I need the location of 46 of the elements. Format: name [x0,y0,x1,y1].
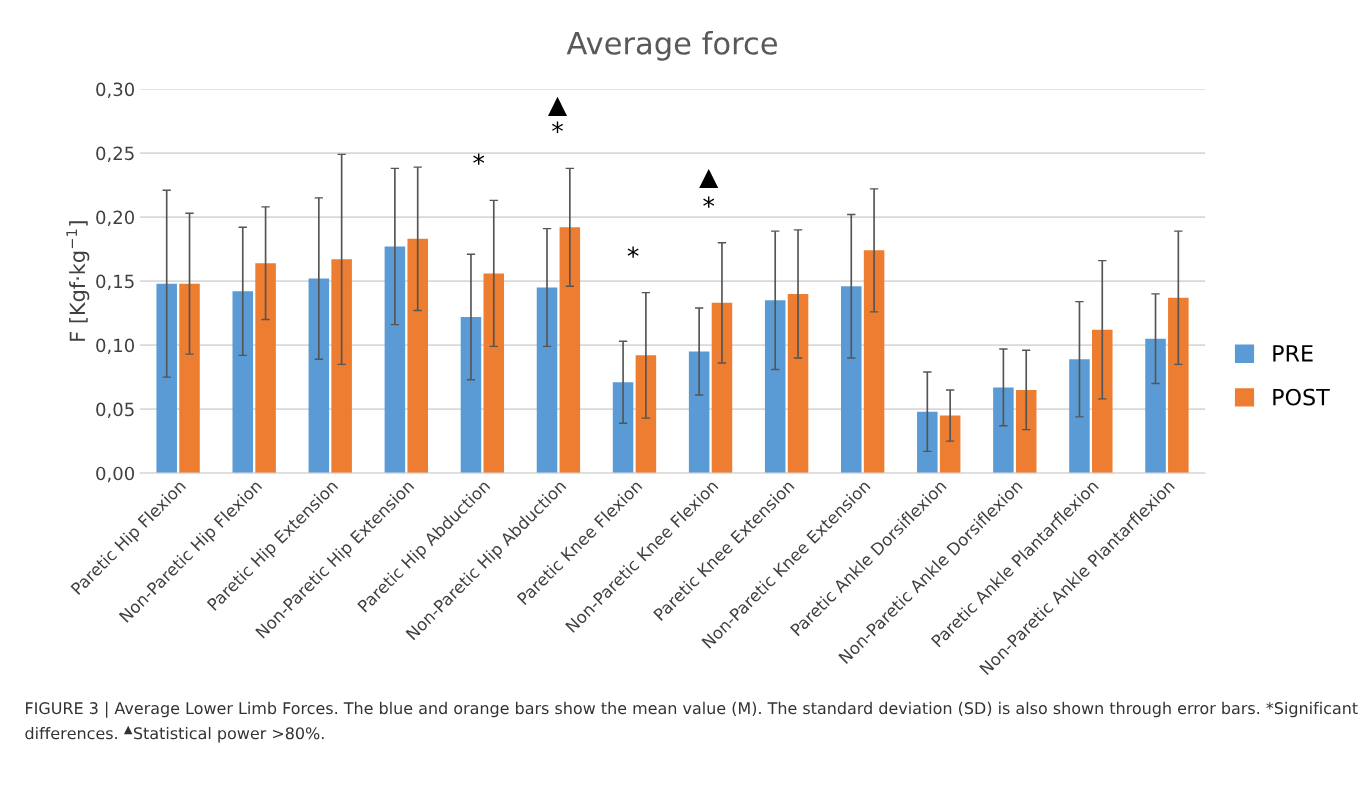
bar [255,263,276,474]
bar [1168,297,1189,474]
bar [939,415,961,474]
y-tick-label: 0,05 [96,402,134,419]
bar [460,316,482,474]
bar [536,287,558,474]
y-tick-label: 0,25 [96,146,134,163]
annotation: * [703,196,715,208]
bar [179,283,200,474]
bar [559,227,581,474]
bar [841,286,862,474]
y-tick-label: 0,30 [96,82,135,98]
bar [1145,338,1166,474]
legend-label: PRE [1273,345,1313,362]
bar [1092,329,1113,474]
bar [787,293,809,474]
bar [635,355,657,474]
bar [1069,359,1090,474]
y-tick-label: 0,15 [96,274,134,291]
annotation: ▲ [699,168,719,189]
bar [993,387,1014,474]
bar [407,238,428,474]
bar [688,351,710,474]
bar [308,278,330,474]
bar [917,411,938,474]
annotation: * [473,153,485,165]
y-axis-title: F [Kgf·kg$^{−1}$] [66,221,90,341]
y-tick-label: 0,00 [96,466,135,483]
annotation: ▲ [547,96,568,116]
y-tick-label: 0,10 [96,338,135,355]
bar [764,300,786,474]
bar [483,273,505,474]
chart-title: Average force [566,31,777,61]
legend-label: POST [1273,388,1330,406]
bar [232,291,254,474]
bar [384,246,406,474]
bar [1015,389,1037,474]
annotation: * [552,121,564,133]
y-tick-label: 0,20 [96,210,135,227]
bar [863,250,885,474]
bar [156,283,177,474]
bar [612,382,634,474]
caption: FIGURE 3 | Average Lower Limb Forces. The blue and orange bars show the mean value (M). The standard deviation (SD) is also shown through error bars. *Significant differences. $^{▲}$Statistical power >80%. [25,701,1358,743]
bar [331,259,352,474]
bar [711,302,733,474]
annotation: * [627,246,639,258]
